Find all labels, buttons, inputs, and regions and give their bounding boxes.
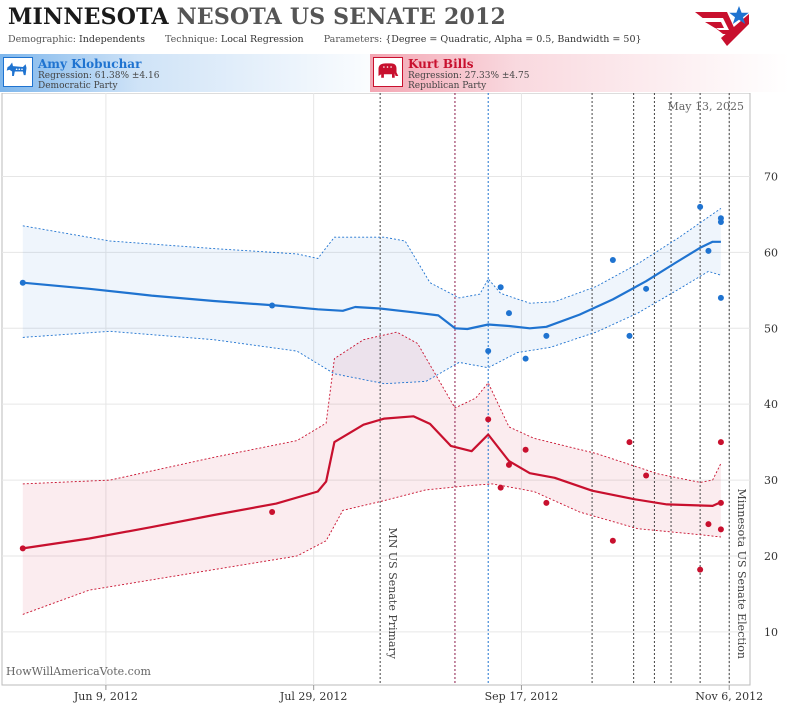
poll-point: [543, 499, 550, 506]
site-logo: [695, 6, 749, 46]
dem-party: Democratic Party: [38, 81, 118, 91]
trend-line: [22, 415, 722, 550]
candidate-card-rep: Kurt Bills Regression: 27.33% ±4.75 Repu…: [370, 54, 789, 92]
dem-regression: Regression: 61.38% ±4.16: [38, 71, 160, 81]
confidence-band: [22, 208, 721, 384]
band-upper-line: [22, 331, 722, 485]
poll-point: [626, 439, 633, 446]
chart-date: May 13, 2025: [667, 100, 744, 113]
technique-value: Local Regression: [220, 34, 304, 45]
technique-label: Technique:: [165, 34, 218, 45]
x-tick-label: Sep 17, 2012: [485, 690, 559, 703]
y-tick-label: 60: [764, 246, 778, 259]
poll-point: [497, 484, 504, 491]
poll-point: [543, 332, 550, 339]
demographic-value: Independents: [79, 34, 145, 45]
poll-point: [643, 285, 650, 292]
poll-point: [697, 566, 704, 573]
parameters-label: Parameters:: [323, 34, 383, 45]
y-tick-label: 50: [764, 322, 778, 335]
rep-regression: Regression: 27.33% ±4.75: [408, 71, 530, 81]
event-annotation: Minnesota US Senate Election: [735, 489, 748, 659]
poll-point: [269, 302, 276, 309]
page-title: MINNESOTA NESOTA US SENATE 2012: [8, 4, 506, 30]
poll-point: [643, 472, 650, 479]
band-upper-line: [22, 208, 722, 304]
y-tick-label: 70: [764, 170, 778, 183]
parameters-line: Demographic: Independents Technique: Loc…: [8, 34, 642, 45]
parameters-value: {Degree = Quadratic, Alpha = 0.5, Bandwi…: [385, 34, 642, 45]
rep-party: Republican Party: [408, 81, 487, 91]
y-tick-label: 20: [764, 550, 778, 563]
poll-point: [19, 545, 26, 552]
poll-point: [717, 526, 724, 533]
poll-point: [626, 332, 633, 339]
poll-point: [705, 247, 712, 254]
rep-candidate-name: Kurt Bills: [408, 57, 474, 71]
candidate-card-dem: Amy Klobuchar Regression: 61.38% ±4.16 D…: [0, 54, 395, 92]
x-tick-label: Nov 6, 2012: [695, 690, 763, 703]
title-race: NESOTA US SENATE 2012: [176, 4, 507, 30]
y-tick-label: 40: [764, 398, 778, 411]
demographic-label: Demographic:: [8, 34, 77, 45]
dem-candidate-name: Amy Klobuchar: [38, 57, 142, 71]
donkey-icon: [3, 57, 33, 87]
x-tick-label: Jul 29, 2012: [279, 690, 348, 703]
poll-point: [717, 439, 724, 446]
confidence-band: [22, 332, 721, 615]
poll-point: [697, 203, 704, 210]
poll-point: [522, 446, 529, 453]
title-state: MINNESOTA: [8, 4, 169, 30]
poll-point: [522, 355, 529, 362]
poll-point: [497, 284, 504, 291]
poll-point: [505, 310, 512, 317]
elephant-icon: [373, 57, 403, 87]
poll-point: [485, 348, 492, 355]
poll-point: [717, 219, 724, 226]
watermark: HowWillAmericaVote.com: [6, 665, 151, 678]
poll-point: [717, 294, 724, 301]
poll-point: [485, 416, 492, 423]
event-annotation: MN US Senate Primary: [386, 528, 399, 660]
poll-point: [19, 279, 26, 286]
trend-line: [22, 240, 721, 331]
x-tick-label: Jun 9, 2012: [73, 690, 138, 703]
band-lower-line: [22, 483, 721, 615]
y-tick-label: 30: [764, 474, 778, 487]
poll-point: [505, 461, 512, 468]
poll-point: [609, 537, 616, 544]
polling-chart: 10 20 30 40 50 60 70 Jun 9, 2012 Jul 29, 2012 Sep…: [1, 93, 778, 703]
y-tick-label: 10: [764, 626, 778, 639]
poll-point: [705, 521, 712, 528]
poll-point: [269, 508, 276, 515]
band-lower-line: [22, 270, 722, 385]
poll-point: [609, 256, 616, 263]
poll-point: [717, 499, 724, 506]
plot-area: [1, 93, 751, 686]
header: MINNESOTA NESOTA US SENATE 2012 Demograp…: [0, 0, 789, 52]
